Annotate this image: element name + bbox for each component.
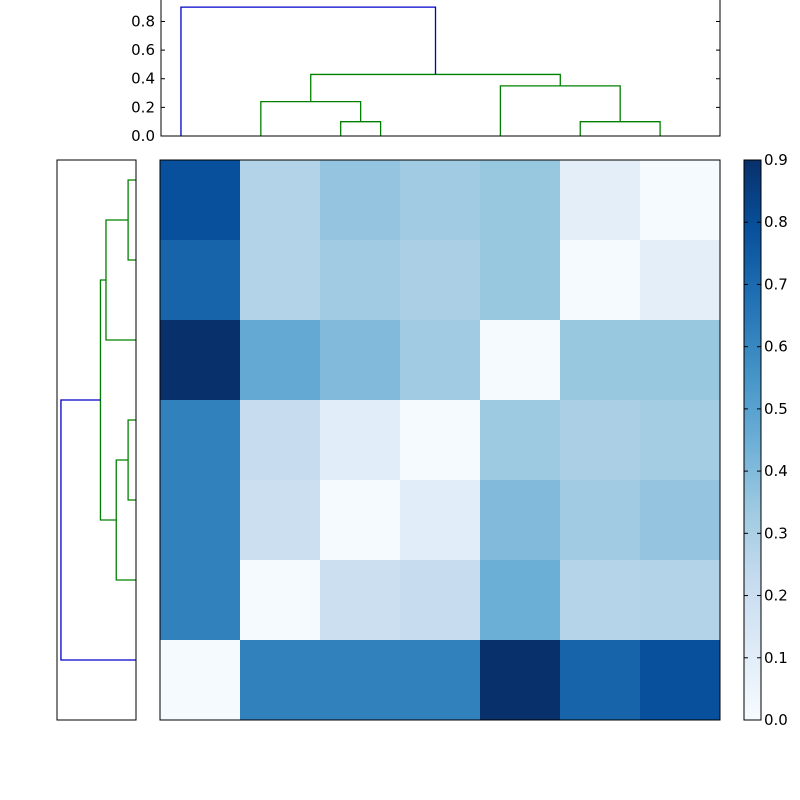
left-dendrogram-link xyxy=(127,179,136,261)
colorbar-tick-label: 0.7 xyxy=(764,275,788,293)
heatmap-cell xyxy=(160,320,241,401)
heatmap-cell xyxy=(480,640,561,721)
top-dendrogram-frame xyxy=(160,0,721,137)
colorbar-frame xyxy=(743,159,762,721)
top-dendrogram-tick-label: 0.0 xyxy=(131,127,155,145)
heatmap-cell xyxy=(480,240,561,321)
heatmap-cell xyxy=(480,480,561,561)
colorbar: 0.0 0.1 0.2 0.3 0.4 0.5 0.6 0.7 0.8 0.9 xyxy=(743,151,788,729)
heatmap-cell xyxy=(160,560,241,641)
colorbar-tick-label: 0.4 xyxy=(764,462,788,480)
heatmap-cell xyxy=(400,240,481,321)
top-dendrogram-link xyxy=(340,121,382,136)
colorbar-tick-label: 0.9 xyxy=(764,151,788,169)
left-dendrogram xyxy=(56,159,137,721)
top-dendrogram-tick-label: 0.6 xyxy=(131,41,155,59)
heatmap-cell xyxy=(320,560,401,641)
heatmap-cell xyxy=(640,560,721,641)
left-dendrogram-frame xyxy=(56,159,137,721)
heatmap-cell xyxy=(160,640,241,721)
heatmap-cell xyxy=(560,320,641,401)
heatmap-cell xyxy=(160,480,241,561)
colorbar-gradient xyxy=(744,160,761,720)
colorbar-tick-label: 0.1 xyxy=(764,649,788,667)
heatmap-cell xyxy=(240,240,321,321)
left-dendrogram-link xyxy=(127,419,136,501)
heatmap-cell xyxy=(400,640,481,721)
heatmap-cell xyxy=(480,160,561,241)
heatmap-cell xyxy=(560,480,641,561)
heatmap-cell xyxy=(640,320,721,401)
heatmap-cell xyxy=(480,320,561,401)
heatmap-cell xyxy=(320,240,401,321)
heatmap-cell xyxy=(560,640,641,721)
heatmap-cell xyxy=(560,560,641,641)
left-dendrogram-link xyxy=(60,399,136,661)
top-dendrogram-link xyxy=(180,6,437,136)
colorbar-tick-label: 0.8 xyxy=(764,213,788,231)
heatmap-frame xyxy=(159,159,721,721)
heatmap-cell xyxy=(400,400,481,481)
heatmap-cell xyxy=(240,560,321,641)
heatmap-cell xyxy=(400,560,481,641)
top-dendrogram-link xyxy=(579,121,661,136)
heatmap-cell xyxy=(320,160,401,241)
heatmap-cell xyxy=(560,240,641,321)
top-dendrogram-link xyxy=(260,100,362,136)
top-dendrogram-tick-label: 0.2 xyxy=(131,98,155,116)
heatmap-cell xyxy=(240,320,321,401)
colorbar-tick-label: 0.6 xyxy=(764,338,788,356)
heatmap-cell xyxy=(320,320,401,401)
top-dendrogram-tick-label: 0.4 xyxy=(131,70,155,88)
heatmap-cell xyxy=(320,480,401,561)
heatmap-cell xyxy=(160,160,241,241)
heatmap-cell xyxy=(320,400,401,481)
heatmap-cell xyxy=(400,480,481,561)
heatmap-cell xyxy=(480,400,561,481)
left-dendrogram-link xyxy=(105,219,136,341)
heatmap-cell xyxy=(640,240,721,321)
heatmap-cell xyxy=(560,160,641,241)
heatmap-cell xyxy=(160,240,241,321)
heatmap-cell xyxy=(400,320,481,401)
colorbar-tick-label: 0.3 xyxy=(764,524,788,542)
left-dendrogram-link xyxy=(99,279,117,521)
colorbar-tick-label: 0.2 xyxy=(764,587,788,605)
top-dendrogram-link xyxy=(310,73,561,102)
heatmap-cell xyxy=(640,640,721,721)
heatmap-cell xyxy=(240,640,321,721)
heatmap-cell xyxy=(560,400,641,481)
heatmap-cell xyxy=(640,160,721,241)
top-dendrogram: 0.0 0.2 0.4 0.6 0.8 xyxy=(131,0,721,145)
heatmap-cell xyxy=(160,400,241,481)
heatmap-cell xyxy=(640,400,721,481)
heatmap-cell xyxy=(480,560,561,641)
top-dendrogram-tick-label: 0.8 xyxy=(131,12,155,30)
heatmap-cell xyxy=(240,480,321,561)
left-dendrogram-link xyxy=(115,459,136,581)
heatmap-cell xyxy=(640,480,721,561)
colorbar-tick-label: 0.0 xyxy=(764,711,788,729)
heatmap-cell xyxy=(240,400,321,481)
top-dendrogram-link xyxy=(499,85,621,136)
heatmap-cell xyxy=(400,160,481,241)
heatmap-cell xyxy=(240,160,321,241)
heatmap-cell xyxy=(320,640,401,721)
colorbar-tick-label: 0.5 xyxy=(764,400,788,418)
heatmap xyxy=(159,159,721,721)
